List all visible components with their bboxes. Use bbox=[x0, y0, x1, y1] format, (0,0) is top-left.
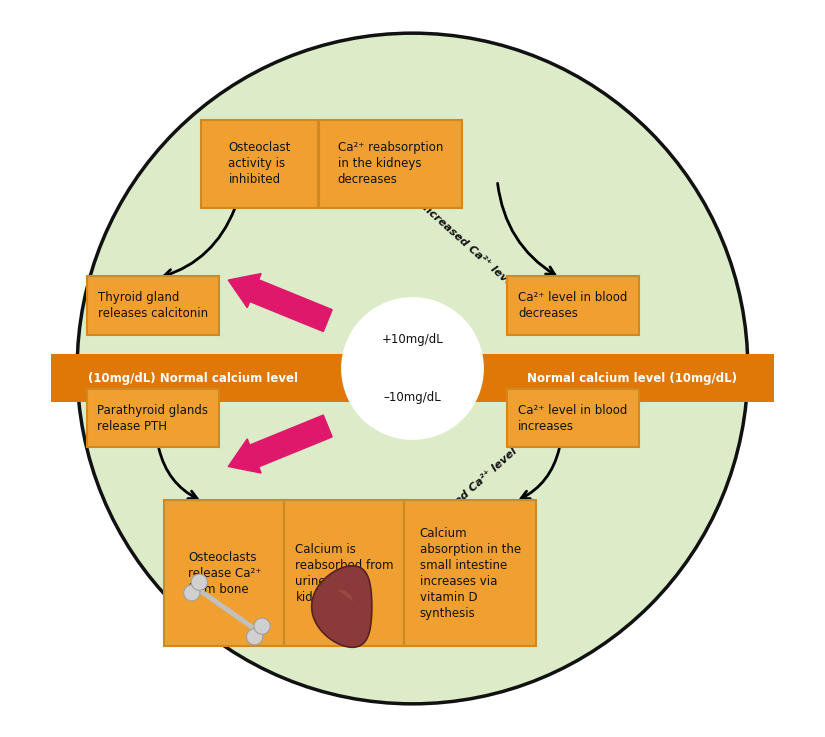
Text: Calcium is
reabsorbed from
urine by the
kidneys: Calcium is reabsorbed from urine by the … bbox=[295, 542, 394, 604]
Text: (10mg/dL) Normal calcium level: (10mg/dL) Normal calcium level bbox=[88, 371, 298, 385]
FancyBboxPatch shape bbox=[319, 120, 462, 208]
FancyBboxPatch shape bbox=[507, 389, 639, 447]
Circle shape bbox=[342, 298, 483, 439]
Text: –10mg/dL: –10mg/dL bbox=[384, 391, 441, 405]
Text: Ca²⁺ level in blood
increases: Ca²⁺ level in blood increases bbox=[518, 404, 628, 433]
Text: Calcium
absorption in the
small intestine
increases via
vitamin D
synthesis: Calcium absorption in the small intestin… bbox=[420, 526, 521, 620]
Text: Increased Ca²⁺ level: Increased Ca²⁺ level bbox=[417, 200, 518, 291]
Text: HOMEOSTASIS: HOMEOSTASIS bbox=[345, 369, 480, 387]
Text: Normal calcium level (10mg/dL): Normal calcium level (10mg/dL) bbox=[527, 371, 737, 385]
FancyBboxPatch shape bbox=[507, 276, 639, 335]
Polygon shape bbox=[338, 590, 353, 601]
Circle shape bbox=[254, 618, 270, 635]
Text: +10mg/dL: +10mg/dL bbox=[382, 332, 443, 346]
Text: Osteoclast
activity is
inhibited: Osteoclast activity is inhibited bbox=[229, 142, 290, 186]
FancyBboxPatch shape bbox=[164, 500, 285, 646]
Text: Parathyroid glands
release PTH: Parathyroid glands release PTH bbox=[97, 404, 208, 433]
Text: Osteoclasts
release Ca²⁺
from bone: Osteoclasts release Ca²⁺ from bone bbox=[188, 551, 262, 595]
Bar bbox=[51, 354, 774, 402]
Text: Thyroid gland
releases calcitonin: Thyroid gland releases calcitonin bbox=[97, 291, 208, 320]
Polygon shape bbox=[312, 566, 372, 647]
Circle shape bbox=[247, 629, 262, 645]
FancyBboxPatch shape bbox=[285, 500, 405, 646]
FancyBboxPatch shape bbox=[87, 389, 219, 447]
Text: Ca²⁺ reabsorption
in the kidneys
decreases: Ca²⁺ reabsorption in the kidneys decreas… bbox=[337, 142, 443, 186]
FancyBboxPatch shape bbox=[201, 120, 318, 208]
FancyBboxPatch shape bbox=[404, 500, 536, 646]
Text: Decreased Ca²⁺ level: Decreased Ca²⁺ level bbox=[416, 446, 520, 540]
FancyArrow shape bbox=[229, 273, 332, 332]
Circle shape bbox=[78, 33, 747, 704]
Circle shape bbox=[184, 584, 200, 601]
FancyArrow shape bbox=[229, 415, 332, 473]
Circle shape bbox=[191, 574, 207, 590]
Text: Ca²⁺ level in blood
decreases: Ca²⁺ level in blood decreases bbox=[518, 291, 628, 320]
FancyBboxPatch shape bbox=[87, 276, 219, 335]
